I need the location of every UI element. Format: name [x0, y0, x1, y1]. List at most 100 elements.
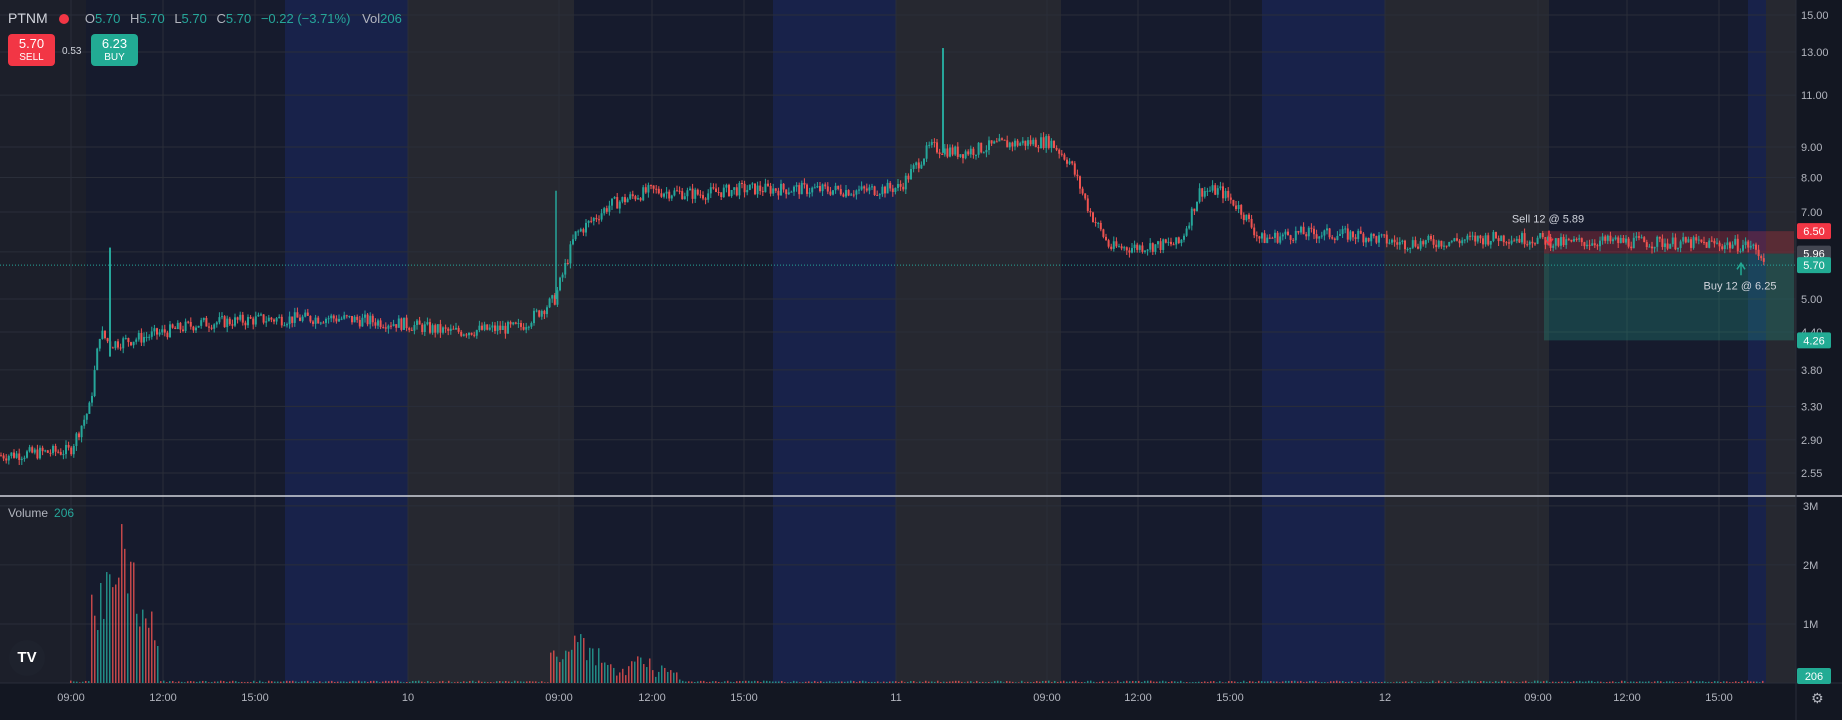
- candle-body: [624, 197, 626, 203]
- buy-button[interactable]: 6.23 BUY: [91, 34, 138, 66]
- volume-bar: [856, 682, 858, 683]
- volume-bar: [1405, 681, 1407, 683]
- volume-bar: [757, 681, 759, 683]
- candle-body: [83, 419, 86, 426]
- volume-bar: [430, 681, 432, 683]
- candle-body: [1167, 241, 1170, 243]
- candle-body: [650, 185, 652, 187]
- candle-body: [686, 190, 689, 197]
- candle-body: [1651, 246, 1653, 249]
- candle-body: [374, 322, 377, 326]
- volume-bar: [1438, 680, 1440, 683]
- volume-bar: [220, 680, 222, 683]
- volume-bar: [1252, 681, 1254, 683]
- candle-body: [1565, 239, 1568, 246]
- volume-bar: [160, 681, 162, 683]
- volume-bar: [655, 676, 657, 683]
- candle-body: [442, 327, 444, 333]
- volume-bar: [535, 681, 537, 683]
- candle-body: [379, 320, 382, 328]
- buy-annotation: Buy 12 @ 6.25: [1704, 280, 1777, 292]
- gear-icon[interactable]: ⚙: [1811, 690, 1824, 706]
- volume-bar: [1423, 682, 1425, 683]
- candle-body: [1469, 235, 1471, 237]
- volume-bar: [1519, 682, 1521, 683]
- candle-body: [208, 326, 210, 328]
- candle-body: [122, 338, 125, 349]
- candle-body: [1144, 250, 1146, 252]
- volume-bar: [1285, 680, 1287, 683]
- sell-button[interactable]: 5.70 SELL: [8, 34, 55, 66]
- candle-body: [605, 208, 608, 212]
- candle-body: [488, 327, 491, 330]
- candle-body: [1302, 226, 1305, 235]
- volume-bar: [1453, 682, 1455, 683]
- volume-bar: [478, 680, 480, 683]
- tradingview-logo-icon[interactable]: TV: [9, 640, 45, 676]
- candle-body: [782, 183, 785, 190]
- volume-bar: [472, 680, 474, 683]
- candle-body: [31, 447, 34, 453]
- price-tick-label: 13.00: [1801, 47, 1829, 59]
- volume-bar: [937, 680, 939, 683]
- candle-body: [156, 328, 158, 335]
- volume-bar: [907, 682, 909, 683]
- price-tick-label: 7.00: [1801, 207, 1822, 219]
- volume-bar: [1297, 681, 1299, 683]
- candle-body: [1674, 237, 1677, 250]
- candle-body: [1352, 231, 1354, 238]
- session-band: [896, 0, 1061, 683]
- candle-body: [972, 148, 975, 156]
- candle-body: [179, 322, 182, 330]
- volume-bar: [1747, 680, 1749, 683]
- candle-body: [1435, 244, 1438, 248]
- volume-bar: [1384, 681, 1386, 683]
- candle-body: [540, 310, 543, 317]
- volume-bar: [1129, 681, 1131, 683]
- volume-bar: [1303, 682, 1305, 683]
- candle-body: [309, 315, 312, 322]
- candle-body: [1716, 242, 1718, 244]
- candle-body: [265, 321, 268, 323]
- volume-bar: [1087, 680, 1089, 683]
- volume-bar: [433, 681, 435, 683]
- volume-bar: [1075, 680, 1077, 683]
- volume-bar: [313, 681, 315, 683]
- candle-body: [787, 192, 790, 195]
- candle-body: [1708, 240, 1711, 248]
- candle-body: [897, 183, 899, 188]
- candle-body: [322, 322, 325, 324]
- candle-body: [1690, 239, 1692, 248]
- volume-bar: [88, 681, 90, 683]
- candle-body: [465, 334, 468, 336]
- candle-body: [413, 325, 416, 331]
- volume-bar: [235, 681, 237, 683]
- volume-bar: [1594, 682, 1596, 683]
- volume-bar: [1150, 680, 1152, 683]
- volume-bar: [817, 681, 819, 683]
- candle-body: [1502, 235, 1505, 243]
- volume-bar: [1639, 681, 1641, 683]
- volume-bar: [784, 682, 786, 683]
- candle-body: [1419, 241, 1422, 249]
- volume-bar: [1525, 680, 1527, 683]
- candle-body: [145, 336, 148, 338]
- candle-body: [1744, 241, 1747, 246]
- high-value: 5.70: [139, 11, 165, 26]
- candle-body: [837, 185, 840, 189]
- candle-body: [78, 433, 80, 438]
- volume-bar: [1171, 681, 1173, 683]
- volume-bar: [1261, 681, 1263, 683]
- volume-bar: [652, 670, 654, 683]
- volume-bar: [1678, 682, 1680, 683]
- volume-bar: [1267, 681, 1269, 683]
- symbol-name[interactable]: PTNM: [8, 10, 48, 26]
- candle-body: [1237, 204, 1240, 210]
- price-axis-label: 4.26: [1803, 335, 1824, 347]
- candle-body: [143, 336, 145, 343]
- volume-bar: [145, 618, 147, 683]
- volume-bar: [358, 680, 360, 683]
- candle-body: [631, 194, 634, 197]
- volume-bar: [640, 657, 642, 683]
